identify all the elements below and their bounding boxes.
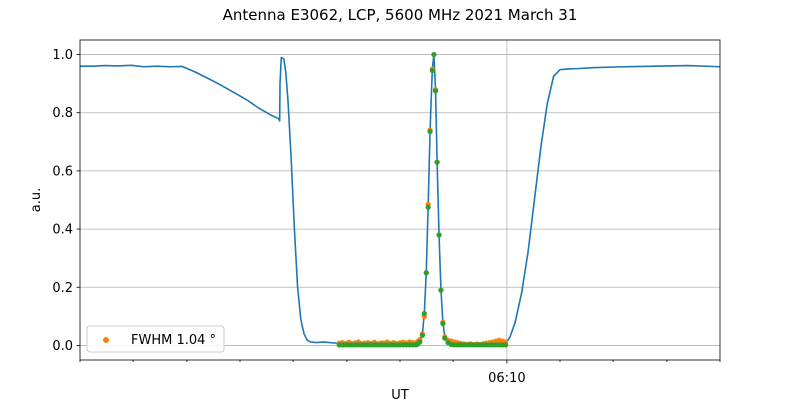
y-tick-label: 0.6 <box>52 164 73 179</box>
series-layer <box>80 51 721 348</box>
y-axis: 0.0 0.2 0.4 0.6 0.8 1.0 <box>52 48 80 354</box>
chart-title: Antenna E3062, LCP, 5600 MHz 2021 March … <box>223 6 578 24</box>
fit-point <box>417 339 423 345</box>
fit-point <box>440 321 446 327</box>
y-axis-label: a.u. <box>29 188 44 212</box>
plot-area: 0.0 0.2 0.4 0.6 0.8 1.0 06:10 <box>52 39 721 386</box>
fit-point <box>423 270 429 276</box>
fit-point <box>431 51 437 58</box>
x-tick-label: 06:10 <box>488 371 525 386</box>
fit-point <box>503 342 509 348</box>
fit-point <box>438 287 444 293</box>
y-tick-label: 0.4 <box>52 223 73 238</box>
y-tick-label: 0.2 <box>52 281 73 296</box>
legend-label-fwhm: FWHM 1.04 ° <box>131 333 216 348</box>
fit-point <box>419 332 425 338</box>
x-axis: 06:10 <box>79 360 721 386</box>
fit-point <box>434 159 440 165</box>
y-tick-label: 0.0 <box>52 339 73 354</box>
y-tick-label: 1.0 <box>52 48 73 63</box>
legend-box <box>86 325 225 353</box>
fit-point <box>442 335 448 341</box>
x-axis-label: UT <box>391 388 409 400</box>
fit-point <box>425 204 431 210</box>
legend: FWHM 1.04 ° <box>86 325 225 353</box>
fit-point <box>432 88 439 94</box>
y-tick-label: 0.8 <box>52 106 73 121</box>
legend-marker-fwhm <box>103 337 109 343</box>
axes-background <box>80 40 720 360</box>
fit-point <box>429 67 435 74</box>
fit-point <box>427 129 433 135</box>
fit-point <box>436 232 442 238</box>
fit-point <box>421 310 427 317</box>
